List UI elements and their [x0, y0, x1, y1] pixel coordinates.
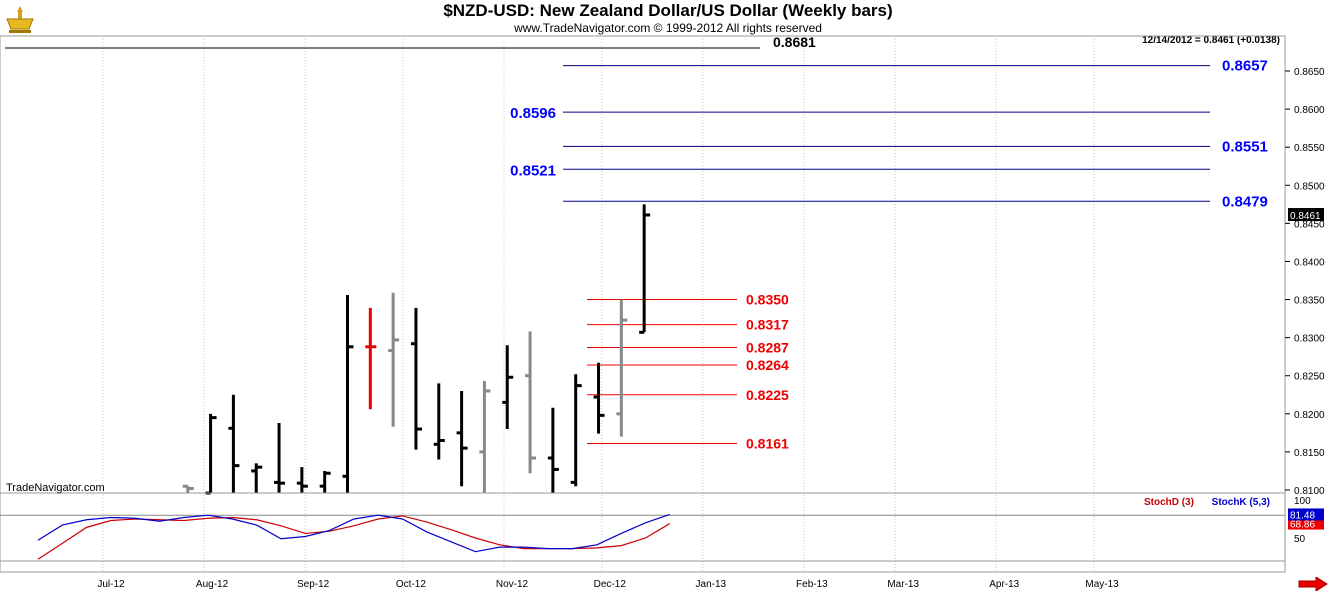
level-label: 0.8225	[746, 387, 789, 403]
y-tick-label: 0.8100	[1294, 486, 1325, 497]
level-label: 0.8350	[746, 292, 789, 308]
level-label: 0.8681	[773, 34, 816, 50]
trader-logo-icon	[3, 3, 37, 35]
x-tick-label: Nov-12	[496, 579, 529, 590]
y-tick-label: 0.8200	[1294, 410, 1325, 421]
level-label: 0.8551	[1222, 138, 1268, 155]
x-tick-label: Aug-12	[196, 579, 229, 590]
level-label: 0.8521	[510, 162, 556, 179]
x-tick-label: Jul-12	[97, 579, 125, 590]
stoch-d-value: 68.86	[1290, 520, 1315, 531]
stoch-pane-border	[0, 492, 1286, 573]
scroll-right-arrow-icon[interactable]	[1298, 577, 1328, 591]
y-tick-label: 0.8500	[1294, 181, 1325, 192]
x-tick-label: May-13	[1085, 579, 1119, 590]
chart-title: $NZD-USD: New Zealand Dollar/US Dollar (…	[443, 1, 893, 20]
y-tick-label: 0.8400	[1294, 257, 1325, 268]
stoch-d-line	[37, 515, 671, 560]
watermark-label: TradeNavigator.com	[6, 482, 105, 494]
y-tick-label: 0.8650	[1294, 67, 1325, 78]
stoch-k-value-box	[1288, 508, 1324, 521]
stoch-y-tick-label: 100	[1294, 496, 1311, 507]
price-pane-border	[0, 35, 1286, 494]
level-label: 0.8287	[746, 340, 789, 356]
stoch-d-value-box	[1288, 517, 1324, 530]
x-tick-label: Apr-13	[989, 579, 1019, 590]
level-label: 0.8161	[746, 436, 789, 452]
last-price-box	[1288, 207, 1324, 221]
last-price-label: 0.8461	[1290, 211, 1321, 222]
stoch-k-value: 81.48	[1290, 510, 1315, 521]
x-tick-label: Sep-12	[297, 579, 330, 590]
x-tick-label: Dec-12	[594, 579, 627, 590]
x-tick-label: Feb-13	[796, 579, 828, 590]
last-price-info: 12/14/2012 = 0.8461 (+0.0138)	[1142, 35, 1280, 46]
stoch-k-legend: StochK (5,3)	[1212, 497, 1270, 508]
level-label: 0.8317	[746, 317, 789, 333]
y-tick-label: 0.8300	[1294, 334, 1325, 345]
x-tick-label: Jan-13	[696, 579, 727, 590]
y-tick-label: 0.8600	[1294, 105, 1325, 116]
y-tick-label: 0.8150	[1294, 448, 1325, 459]
level-label: 0.8479	[1222, 193, 1268, 210]
y-tick-label: 0.8450	[1294, 219, 1325, 230]
y-tick-label: 0.8550	[1294, 143, 1325, 154]
stoch-d-legend: StochD (3)	[1144, 497, 1194, 508]
copyright-subtitle: www.TradeNavigator.com © 1999-2012 All r…	[514, 21, 822, 35]
level-label: 0.8596	[510, 105, 556, 122]
stoch-y-tick-label: 50	[1294, 534, 1306, 545]
y-tick-label: 0.8350	[1294, 296, 1325, 307]
x-tick-label: Oct-12	[396, 579, 426, 590]
x-tick-label: Mar-13	[887, 579, 919, 590]
stoch-k-line	[37, 513, 670, 553]
level-label: 0.8657	[1222, 58, 1268, 75]
y-tick-label: 0.8250	[1294, 372, 1325, 383]
level-label: 0.8264	[746, 357, 789, 373]
